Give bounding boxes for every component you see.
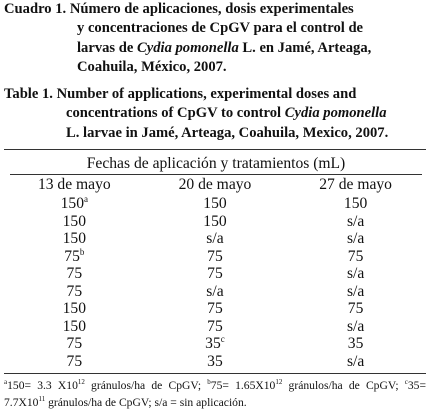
- caption-english: Table 1. Number of applications, experim…: [4, 85, 426, 143]
- species-name: Cydia pomonella: [284, 105, 387, 122]
- table-cell: 75: [66, 335, 83, 353]
- table-cell: 150: [62, 230, 87, 248]
- table-cell: 35: [347, 335, 364, 353]
- table-footnote: a150= 3.3 X1012 gránulos/ha de CpGV; b75…: [4, 378, 427, 410]
- table-cell: 75: [207, 265, 223, 283]
- table-cell: 75: [347, 300, 364, 318]
- caption-spanish: Cuadro 1. Número de aplicaciones, dosis …: [4, 0, 426, 77]
- table-row: 75b 75 75: [4, 246, 426, 266]
- caption-english-label: Table 1.: [4, 86, 53, 102]
- applications-table: Fechas de aplicación y tratamientos (mL)…: [4, 153, 426, 370]
- caption-english-line3: L. larvae in Jamé, Arteaga, Coahuila, Me…: [66, 124, 389, 141]
- column-header: 13 de mayo: [37, 176, 111, 193]
- table-cell: 75b: [64, 246, 85, 265]
- caption-spanish-line2: y concentraciones de CpGV para el contro…: [77, 20, 364, 37]
- table-body: 150a 150 150 150 150 s/a 150 s/a s/a 75b 75 75 75 75 s…: [4, 195, 426, 370]
- table-cell: s/a: [346, 230, 365, 248]
- table-cell: 75: [66, 282, 83, 300]
- caption-spanish-label: Cuadro 1.: [4, 1, 67, 17]
- table-top-rule: [4, 149, 426, 150]
- table-cell: 150: [62, 317, 87, 335]
- table-cell: 75: [207, 317, 223, 335]
- table-cell: 150a: [60, 194, 89, 213]
- table-row: 150a 150 150: [4, 195, 426, 213]
- table-cell: 150: [62, 212, 87, 230]
- table-row: 150 s/a s/a: [4, 230, 426, 248]
- table-cell: 150: [203, 212, 227, 230]
- caption-english-line1: Number of applications, experimental dos…: [56, 86, 357, 102]
- table-cell: 150: [343, 195, 368, 212]
- table-column-headers: 13 de mayo 20 de mayo 27 de mayo: [4, 175, 426, 195]
- table-row: 150 75 75: [4, 300, 426, 318]
- column-header: 20 de mayo: [178, 176, 252, 193]
- caption-english-line2: concentrations of CpGV to control Cydia …: [66, 105, 387, 122]
- caption-spanish-line3: larvas de Cydia pomonella L. en Jamé, Ar…: [77, 39, 372, 56]
- table-cell: s/a: [206, 282, 224, 300]
- column-header: 27 de mayo: [319, 176, 392, 193]
- table-bottom-rule: [4, 373, 426, 374]
- table-cell: 35c: [205, 334, 225, 353]
- species-name: Cydia pomonella: [137, 39, 239, 56]
- table-cell: s/a: [206, 230, 224, 248]
- table-row: 150 75 s/a: [4, 318, 426, 336]
- table-cell: s/a: [346, 352, 365, 370]
- table-cell: 75: [66, 352, 83, 370]
- table-row: 75 35 s/a: [4, 353, 426, 371]
- table-row: 150 150 s/a: [4, 213, 426, 231]
- table-row: 75 s/a s/a: [4, 283, 426, 301]
- table-spanning-header: Fechas de aplicación y tratamientos (mL): [10, 153, 422, 175]
- table-cell: 150: [62, 300, 87, 318]
- table-cell: 150: [203, 195, 227, 212]
- table-cell: 75: [66, 265, 83, 283]
- table-cell: 75: [207, 247, 223, 265]
- table-cell: 75: [347, 247, 364, 265]
- table-cell: s/a: [346, 265, 365, 283]
- caption-spanish-line1: Número de aplicaciones, dosis experiment…: [69, 1, 354, 17]
- table-cell: s/a: [346, 212, 365, 230]
- table-cell: s/a: [346, 282, 365, 300]
- caption-spanish-line4: Coahuila, México, 2007.: [77, 58, 227, 75]
- table-cell: s/a: [346, 317, 365, 335]
- table-cell: 75: [207, 300, 223, 318]
- table-cell: 35: [207, 352, 223, 370]
- table-row: 75 75 s/a: [4, 265, 426, 283]
- table-row: 75 35c 35: [4, 335, 426, 353]
